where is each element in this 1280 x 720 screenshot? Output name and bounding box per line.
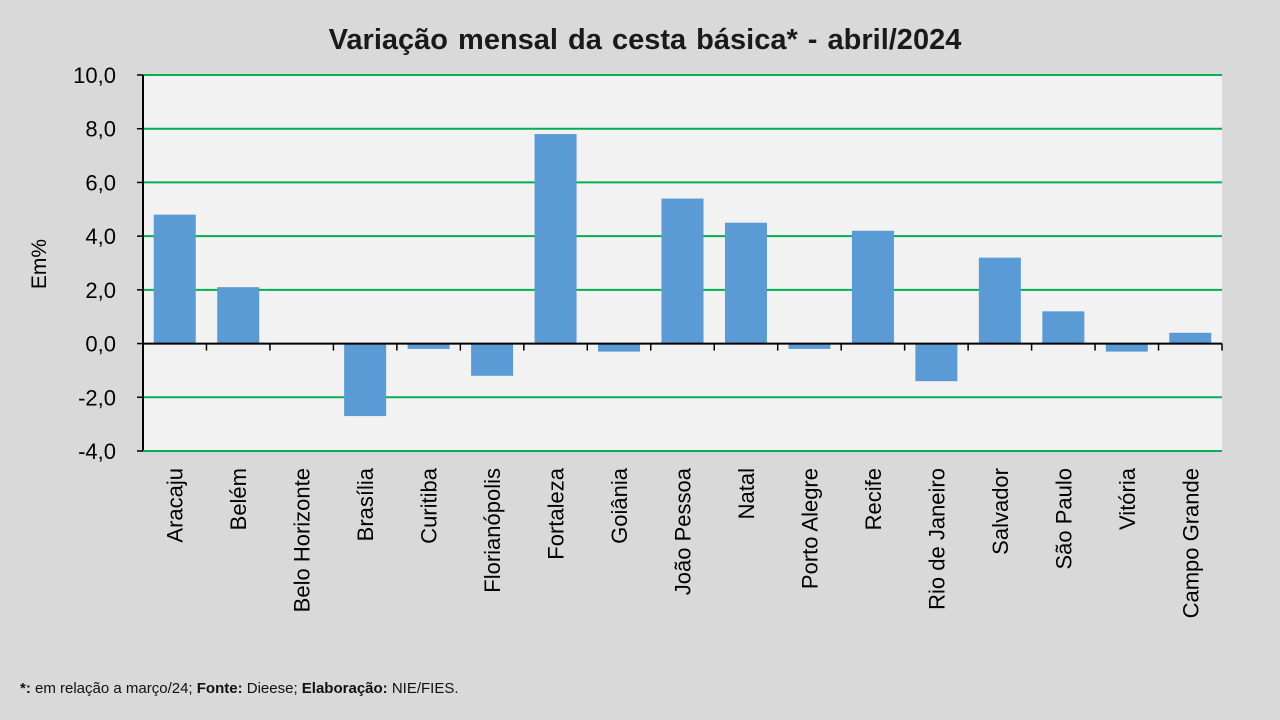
- bar-fortaleza: [534, 134, 577, 344]
- x-tick-label: Campo Grande: [1178, 468, 1203, 618]
- x-tick-label: Vitória: [1115, 467, 1140, 530]
- x-tick-label: Belo Horizonte: [290, 468, 315, 612]
- bar-são-paulo: [1042, 311, 1085, 344]
- x-tick-label: Florianópolis: [480, 468, 505, 593]
- footnote-reference: em relação a março/24;: [30, 680, 197, 697]
- x-tick-label: Goiânia: [607, 467, 632, 544]
- y-tick-label: 0,0: [85, 332, 116, 357]
- bars: [153, 134, 1212, 417]
- y-tick-label: 2,0: [85, 278, 116, 303]
- bar-salvador: [978, 257, 1021, 344]
- bar-vitória: [1105, 343, 1148, 352]
- x-tick-label: João Pessoa: [671, 467, 696, 595]
- bar-porto-alegre: [788, 343, 831, 349]
- footnote: *: em relação a março/24; Fonte: Dieese;…: [20, 680, 459, 697]
- bar-brasília: [344, 343, 387, 417]
- x-tick-label: São Paulo: [1051, 468, 1076, 570]
- bar-curitiba: [407, 343, 450, 349]
- x-tick-label: Porto Alegre: [797, 468, 822, 589]
- bar-joão-pessoa: [661, 198, 704, 344]
- y-tick-label: 4,0: [85, 224, 116, 249]
- x-tick-label: Curitiba: [417, 467, 442, 544]
- bar-recife: [851, 230, 894, 344]
- bar-natal: [724, 222, 767, 344]
- x-tick-label: Brasília: [353, 467, 378, 541]
- x-tick-label: Fortaleza: [544, 467, 569, 559]
- y-tick-label: -2,0: [78, 385, 116, 410]
- x-tick-label: Rio de Janeiro: [924, 468, 949, 610]
- bar-belém: [217, 287, 260, 344]
- x-tick-label: Recife: [861, 468, 886, 530]
- y-tick-label: 8,0: [85, 117, 116, 142]
- footnote-elaboration: NIE/FIES.: [387, 680, 459, 697]
- bar-aracaju: [153, 214, 196, 344]
- footnote-source: Dieese;: [242, 680, 302, 697]
- axes: [137, 74, 1223, 452]
- bar-rio-de-janeiro: [915, 343, 958, 382]
- bar-goiânia: [598, 343, 641, 352]
- x-tick-label: Aracaju: [163, 468, 188, 543]
- y-tick-labels: -4,0 -2,0 0,0 2,0 4,0 6,0 8,0 10,0: [73, 63, 116, 464]
- chart-title: Variação mensal da cesta básica* - abril…: [328, 24, 962, 56]
- y-tick-label: -4,0: [78, 439, 116, 464]
- y-tick-label: 10,0: [73, 63, 116, 88]
- x-tick-label: Natal: [734, 468, 759, 519]
- x-tick-label: Salvador: [988, 468, 1013, 555]
- bar-florianópolis: [471, 343, 514, 376]
- footnote-asterisk: *:: [20, 680, 31, 697]
- y-axis-label: Em%: [28, 239, 51, 289]
- bar-campo-grande: [1169, 332, 1212, 344]
- footnote-source-label: Fonte:: [196, 680, 243, 697]
- x-tick-label: Belém: [226, 468, 251, 530]
- y-tick-label: 6,0: [85, 170, 116, 195]
- x-tick-labels: Aracaju Belém Belo Horizonte Brasília Curiti…: [163, 467, 1204, 618]
- footnote-elaboration-label: Elaboração:: [301, 680, 388, 697]
